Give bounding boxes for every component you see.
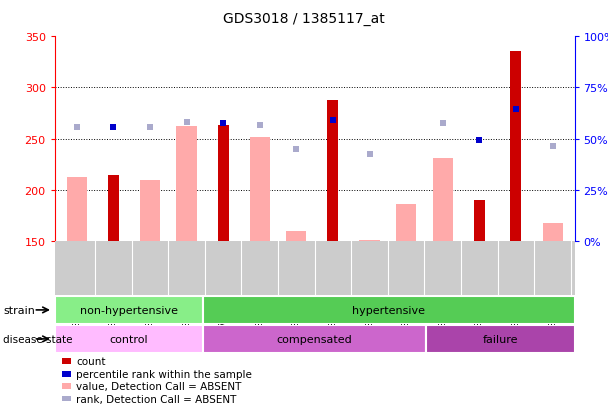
Bar [542,223,562,242]
Bar [62,371,71,377]
Text: compensated: compensated [277,334,353,344]
Bar [140,180,160,242]
Text: disease state: disease state [3,334,72,344]
Text: value, Detection Call = ABSENT: value, Detection Call = ABSENT [76,381,241,391]
Bar [62,383,71,389]
Bar [218,126,229,242]
Text: hypertensive: hypertensive [353,305,426,315]
Bar [203,296,575,324]
Bar [108,175,119,242]
Text: failure: failure [483,334,518,344]
Bar [67,177,87,242]
Bar [62,358,71,364]
Bar [511,52,522,242]
Bar [286,231,306,242]
Bar [359,241,379,242]
Bar [203,325,426,353]
Text: non-hypertensive: non-hypertensive [80,305,178,315]
Bar [328,100,339,242]
Bar [55,325,203,353]
Bar [176,127,196,242]
Bar [474,201,485,242]
Text: control: control [109,334,148,344]
Text: strain: strain [3,305,35,315]
Bar [426,325,575,353]
Bar [396,205,416,242]
Bar [250,138,270,242]
Text: percentile rank within the sample: percentile rank within the sample [76,369,252,379]
Bar [55,296,203,324]
Bar [62,396,71,401]
Text: count: count [76,356,106,366]
Bar [433,159,453,242]
Text: GDS3018 / 1385117_at: GDS3018 / 1385117_at [223,12,385,26]
Text: rank, Detection Call = ABSENT: rank, Detection Call = ABSENT [76,394,237,404]
